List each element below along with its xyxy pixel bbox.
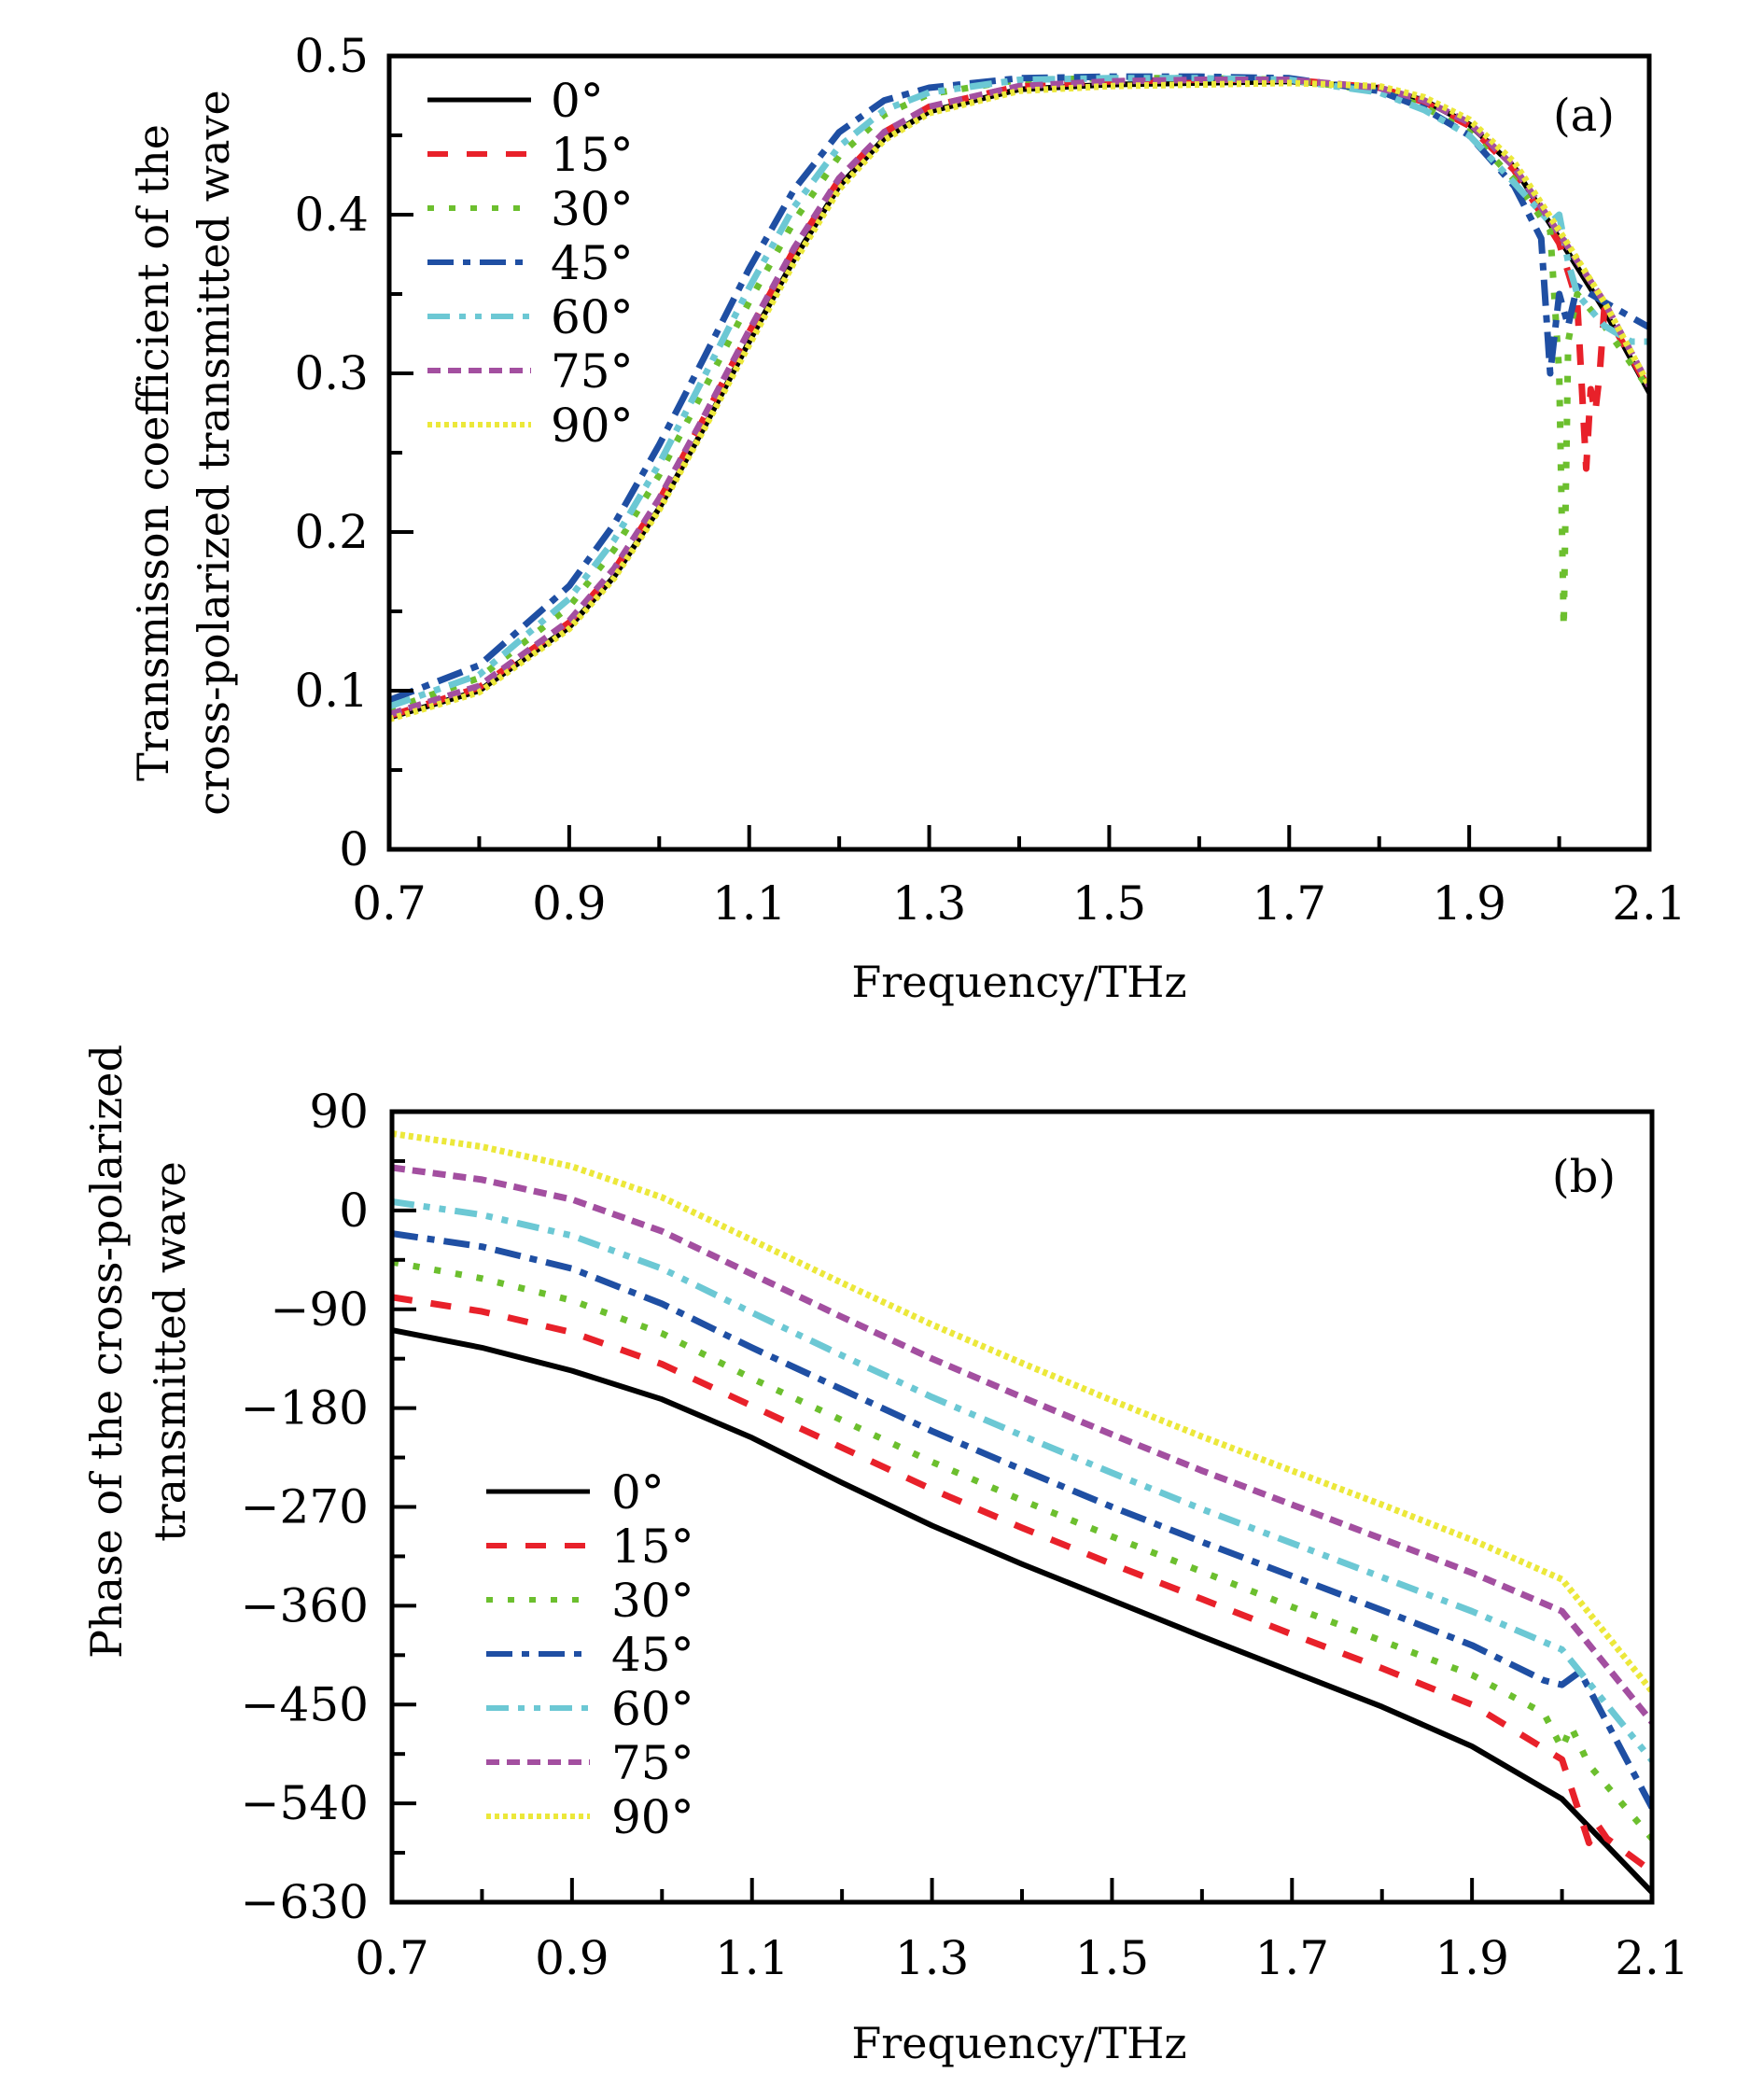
y-tick-label: −450 <box>241 1677 369 1731</box>
y-tick-label: 90 <box>309 1085 369 1139</box>
x-tick-label: 0.9 <box>535 1931 609 1985</box>
y-tick-label: 0 <box>339 822 369 876</box>
y-tick-label: −180 <box>241 1381 369 1436</box>
panel-a-legend: 0°15°30°45°60°75°90° <box>427 74 634 453</box>
panel-b-phase-chart: 0.7 0.9 1.1 1.3 1.5 1.7 1.9 2.1 90 0 −90 −180 −270 −3… <box>81 1044 1689 2068</box>
series-line-75deg <box>392 1164 1652 1725</box>
y-tick-label: −360 <box>241 1578 369 1632</box>
panel-a-y-axis-title-line2: cross-polarized transmitted wave <box>189 90 239 815</box>
panel-b-ticks: 0.7 0.9 1.1 1.3 1.5 1.7 1.9 2.1 90 0 −90 −180 −270 −3… <box>241 1085 1689 1985</box>
x-tick-label: 1.7 <box>1255 1931 1330 1985</box>
panel-b-y-axis-title-line1: Phase of the cross-polarized <box>81 1044 132 1659</box>
legend-label: 30° <box>611 1574 694 1628</box>
x-tick-label: 1.7 <box>1253 876 1327 931</box>
y-tick-label: 0.3 <box>294 346 369 400</box>
x-tick-label: 1.1 <box>712 876 787 931</box>
y-tick-label: 0.2 <box>294 505 369 559</box>
y-tick-label: 0 <box>339 1184 369 1238</box>
series-line-60deg <box>389 75 1649 710</box>
x-tick-label: 1.9 <box>1432 876 1506 931</box>
panel-b-legend: 0°15°30°45°60°75°90° <box>486 1465 694 1844</box>
legend-label: 0° <box>551 74 604 128</box>
panel-a-series-group <box>389 73 1649 722</box>
x-tick-label: 1.9 <box>1435 1931 1509 1985</box>
panel-b-y-axis-title-line2: transmitted wave <box>145 1161 195 1542</box>
y-tick-label: 0.5 <box>294 29 369 83</box>
series-line-45deg <box>389 73 1649 704</box>
x-tick-label: 1.5 <box>1072 876 1147 931</box>
legend-label: 30° <box>551 182 634 236</box>
panel-a-label: (a) <box>1553 90 1615 142</box>
x-tick-label: 0.9 <box>532 876 607 931</box>
legend-label: 60° <box>611 1682 694 1736</box>
x-tick-label: 1.1 <box>715 1931 790 1985</box>
y-tick-label: −630 <box>241 1875 369 1929</box>
x-tick-label: 1.3 <box>895 1931 970 1985</box>
panel-b-plot-frame <box>389 1109 1655 1905</box>
series-line-15deg <box>392 1294 1652 1874</box>
legend-label: 45° <box>611 1628 694 1682</box>
legend-label: 15° <box>611 1520 694 1574</box>
y-tick-label: 0.1 <box>294 664 369 718</box>
x-tick-label: 2.1 <box>1615 1931 1689 1985</box>
series-line-60deg <box>392 1198 1652 1763</box>
legend-label: 15° <box>551 128 634 182</box>
legend-label: 90° <box>551 399 634 453</box>
legend-label: 90° <box>611 1790 694 1844</box>
x-tick-label: 0.7 <box>352 876 427 931</box>
panel-a-ticks: 0.7 0.9 1.1 1.3 1.5 1.7 1.9 2.1 0 0.1 0.2 0.3 0.4 0.5 <box>294 29 1686 931</box>
series-line-45deg <box>392 1230 1652 1810</box>
panel-b-label: (b) <box>1552 1151 1616 1203</box>
y-tick-label: −540 <box>241 1776 369 1830</box>
x-tick-label: 2.1 <box>1612 876 1687 931</box>
x-tick-label: 1.3 <box>892 876 967 931</box>
panel-b-series-group <box>392 1130 1652 1895</box>
legend-label: 45° <box>551 236 634 290</box>
legend-label: 75° <box>551 344 634 399</box>
panel-a-x-axis-title: Frequency/THz <box>851 957 1186 1007</box>
series-line-90deg <box>392 1130 1652 1694</box>
legend-label: 0° <box>611 1465 665 1520</box>
panel-a-transmission-chart: 0.7 0.9 1.1 1.3 1.5 1.7 1.9 2.1 0 0.1 0.2 0.3 0.4 0.5… <box>128 29 1687 1007</box>
x-tick-label: 0.7 <box>355 1931 429 1985</box>
y-tick-label: 0.4 <box>294 188 369 242</box>
series-line-0deg <box>392 1327 1652 1895</box>
panel-b-x-axis-title: Frequency/THz <box>851 2018 1186 2068</box>
y-tick-label: −270 <box>241 1480 369 1534</box>
series-line-30deg <box>392 1258 1652 1842</box>
legend-label: 60° <box>551 290 634 344</box>
legend-label: 75° <box>611 1736 694 1790</box>
x-tick-label: 1.5 <box>1075 1931 1150 1985</box>
panel-a-y-axis-title-line1: Transmisson coefficient of the <box>128 124 178 781</box>
y-tick-label: −90 <box>270 1282 369 1337</box>
series-line-90deg <box>389 79 1649 722</box>
